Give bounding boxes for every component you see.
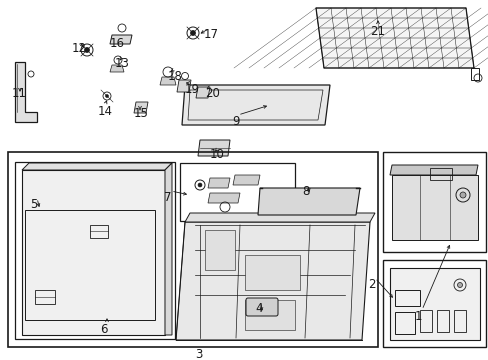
Polygon shape bbox=[207, 178, 229, 188]
Text: 16: 16 bbox=[110, 37, 125, 50]
Text: 21: 21 bbox=[369, 25, 384, 38]
Polygon shape bbox=[315, 8, 473, 68]
Polygon shape bbox=[110, 65, 124, 72]
Text: 18: 18 bbox=[168, 70, 183, 83]
Polygon shape bbox=[160, 77, 176, 85]
Bar bbox=[394, 290, 419, 306]
Text: 14: 14 bbox=[98, 105, 113, 118]
Text: 6: 6 bbox=[100, 323, 107, 336]
Polygon shape bbox=[184, 213, 374, 222]
Polygon shape bbox=[389, 268, 479, 340]
Bar bbox=[244, 300, 294, 330]
Polygon shape bbox=[196, 87, 209, 98]
Polygon shape bbox=[164, 163, 172, 335]
Bar bbox=[419, 310, 431, 332]
Circle shape bbox=[457, 283, 462, 288]
Text: 19: 19 bbox=[184, 83, 200, 96]
Polygon shape bbox=[177, 80, 191, 92]
Bar bbox=[429, 168, 451, 180]
Bar bbox=[8, 152, 377, 347]
Text: 4: 4 bbox=[254, 302, 262, 315]
Text: 11: 11 bbox=[12, 87, 27, 100]
Polygon shape bbox=[391, 175, 477, 240]
Polygon shape bbox=[198, 140, 229, 156]
Polygon shape bbox=[389, 165, 477, 175]
Bar bbox=[470, 68, 478, 80]
Circle shape bbox=[105, 94, 108, 98]
Text: 13: 13 bbox=[115, 57, 130, 70]
Text: 7: 7 bbox=[163, 191, 171, 204]
Text: 1: 1 bbox=[414, 310, 422, 323]
Circle shape bbox=[198, 183, 202, 187]
Polygon shape bbox=[110, 35, 132, 44]
Polygon shape bbox=[134, 102, 148, 113]
Polygon shape bbox=[22, 163, 172, 170]
Circle shape bbox=[459, 192, 465, 198]
Bar bbox=[204, 230, 235, 270]
Text: 12: 12 bbox=[72, 42, 87, 55]
Bar bbox=[244, 255, 299, 290]
Polygon shape bbox=[176, 222, 369, 340]
Circle shape bbox=[190, 31, 195, 36]
Bar bbox=[15, 162, 175, 339]
Bar bbox=[394, 312, 414, 334]
Text: 17: 17 bbox=[203, 28, 219, 41]
Bar bbox=[90, 225, 108, 238]
Circle shape bbox=[84, 48, 89, 53]
Text: 2: 2 bbox=[367, 278, 375, 291]
Bar bbox=[180, 163, 294, 221]
Bar bbox=[35, 290, 55, 304]
Polygon shape bbox=[22, 170, 164, 335]
Text: 20: 20 bbox=[204, 87, 220, 100]
Text: 9: 9 bbox=[231, 115, 239, 128]
Text: 8: 8 bbox=[302, 185, 309, 198]
Bar bbox=[453, 310, 465, 332]
Text: 10: 10 bbox=[209, 148, 224, 161]
Polygon shape bbox=[258, 188, 359, 215]
Text: 15: 15 bbox=[134, 107, 148, 120]
Bar bbox=[436, 310, 448, 332]
Polygon shape bbox=[207, 193, 240, 203]
Polygon shape bbox=[232, 175, 260, 185]
FancyBboxPatch shape bbox=[245, 298, 278, 316]
Bar bbox=[382, 152, 485, 252]
Text: 5: 5 bbox=[30, 198, 37, 211]
Text: 3: 3 bbox=[195, 348, 202, 360]
Polygon shape bbox=[182, 85, 329, 125]
Bar bbox=[25, 210, 155, 320]
Polygon shape bbox=[15, 62, 37, 122]
Bar bbox=[382, 260, 485, 347]
